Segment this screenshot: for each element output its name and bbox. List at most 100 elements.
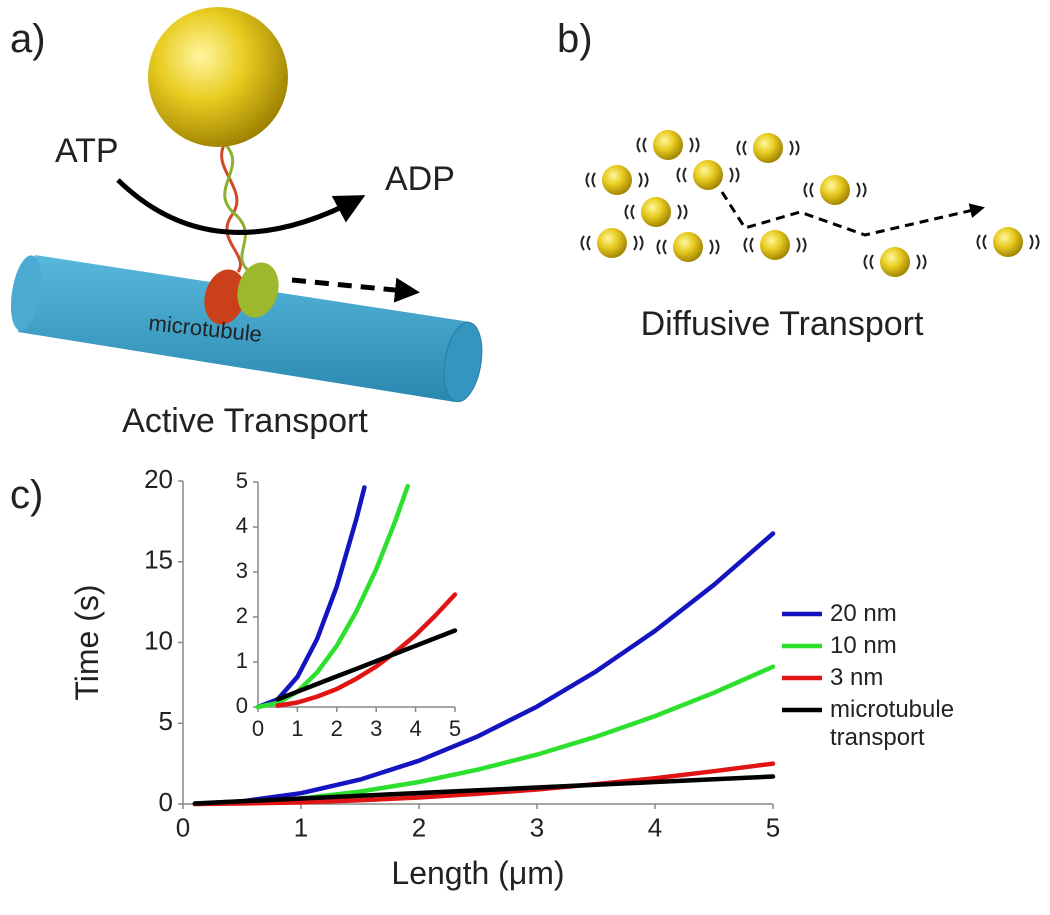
vibration-mark <box>749 237 754 253</box>
vibration-mark <box>630 204 635 220</box>
y-tick-label: 0 <box>236 693 248 718</box>
vibration-mark <box>683 204 688 220</box>
reaction-arrow <box>116 178 366 235</box>
legend-label: 10 nm <box>830 632 897 659</box>
vibration-mark <box>863 254 868 270</box>
vibration-mark <box>742 140 747 156</box>
panel-caption: Active Transport <box>122 402 368 440</box>
y-tick-label: 1 <box>236 648 248 673</box>
vibration-mark <box>676 167 681 183</box>
particles <box>580 130 1040 277</box>
particle <box>993 227 1023 257</box>
x-tick-label: 3 <box>530 812 544 842</box>
vibration-mark <box>677 204 682 220</box>
vibration-mark <box>789 140 794 156</box>
x-axis-title: Length (μm) <box>391 855 564 891</box>
vibration-mark <box>803 182 808 198</box>
y-tick-label: 5 <box>236 468 248 493</box>
legend-entry: microtubule transport <box>782 696 1042 751</box>
vibration-mark <box>729 167 734 183</box>
particle <box>673 232 703 262</box>
vibration-mark <box>662 239 667 255</box>
y-tick-label: 5 <box>159 706 173 736</box>
particle <box>641 197 671 227</box>
adp-label: ADP <box>385 160 455 198</box>
y-axis-title: Time (s) <box>69 584 105 700</box>
vibration-mark <box>689 137 694 153</box>
vibration-mark <box>633 235 638 251</box>
x-tick-label: 0 <box>176 812 190 842</box>
vibration-mark <box>682 167 687 183</box>
y-tick-label: 3 <box>236 558 248 583</box>
vibration-mark <box>736 140 741 156</box>
vibration-mark <box>795 140 800 156</box>
x-tick-label: 2 <box>412 812 426 842</box>
atp-label: ATP <box>55 132 119 170</box>
vibration-mark <box>638 172 643 188</box>
panel-label: a) <box>10 17 46 61</box>
vibration-mark <box>809 182 814 198</box>
vibration-mark <box>976 234 981 250</box>
vibration-mark <box>591 172 596 188</box>
particle <box>760 230 790 260</box>
particle <box>753 133 783 163</box>
vibration-mark <box>624 204 629 220</box>
vibration-mark <box>796 237 801 253</box>
diffusion-path <box>720 191 985 237</box>
legend-entry: 20 nm <box>782 600 1042 632</box>
direction-arrow <box>291 277 420 303</box>
vibration-mark <box>862 182 867 198</box>
y-tick-label: 10 <box>144 625 173 655</box>
particle <box>602 165 632 195</box>
series-line <box>275 592 458 708</box>
panel-caption: Diffusive Transport <box>641 305 924 343</box>
legend: 20 nm 10 nm 3 nm microtubule transport <box>782 600 1042 751</box>
x-tick-label: 0 <box>252 716 264 741</box>
panel-label: c) <box>10 473 43 517</box>
vibration-mark <box>644 172 649 188</box>
legend-swatch <box>782 643 822 649</box>
legend-entry: 10 nm <box>782 632 1042 664</box>
particle <box>597 228 627 258</box>
y-tick-label: 4 <box>236 513 248 538</box>
legend-swatch <box>782 611 822 617</box>
vibration-mark <box>802 237 807 253</box>
vibration-mark <box>709 239 714 255</box>
vibration-mark <box>743 237 748 253</box>
x-tick-label: 4 <box>409 716 421 741</box>
vibration-mark <box>656 239 661 255</box>
vibration-mark <box>1029 234 1034 250</box>
y-tick-label: 15 <box>144 545 173 575</box>
series-line <box>192 774 776 806</box>
vibration-mark <box>735 167 740 183</box>
y-tick-label: 20 <box>144 464 173 494</box>
y-tick-label: 0 <box>159 787 173 817</box>
vibration-mark <box>580 235 585 251</box>
vibration-mark <box>636 137 641 153</box>
series-line <box>192 531 776 807</box>
vibration-mark <box>982 234 987 250</box>
x-tick-label: 3 <box>370 716 382 741</box>
legend-swatch <box>782 707 822 713</box>
x-tick-label: 5 <box>766 812 780 842</box>
panel-label: b) <box>557 17 593 61</box>
vibration-mark <box>695 137 700 153</box>
vibration-mark <box>916 254 921 270</box>
legend-label: 20 nm <box>830 600 897 627</box>
vibration-mark <box>715 239 720 255</box>
x-tick-label: 1 <box>294 812 308 842</box>
vibration-mark <box>869 254 874 270</box>
series-line <box>275 628 458 702</box>
x-tick-label: 4 <box>648 812 662 842</box>
particle <box>820 175 850 205</box>
legend-label: 3 nm <box>830 664 884 691</box>
vibration-mark <box>585 172 590 188</box>
vibration-mark <box>639 235 644 251</box>
series-line <box>192 761 776 807</box>
vibration-mark <box>922 254 927 270</box>
vibration-mark <box>1035 234 1040 250</box>
x-tick-label: 2 <box>331 716 343 741</box>
legend-swatch <box>782 675 822 681</box>
